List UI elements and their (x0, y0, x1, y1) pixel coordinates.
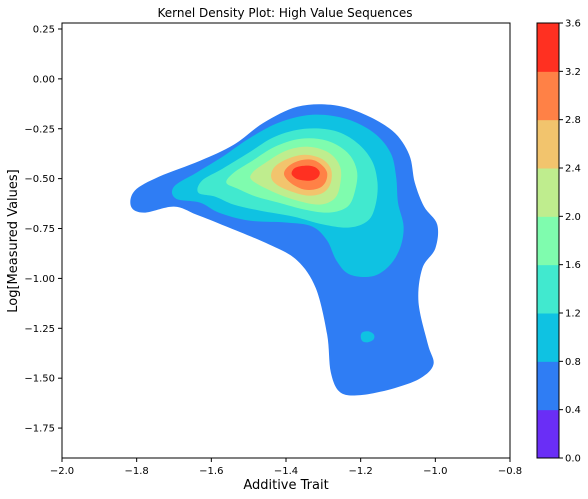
x-axis: −2.0 −1.8 −1.6 −1.4 −1.2 −1.0 −0.8 (50, 458, 522, 477)
colorbar-band (537, 119, 559, 169)
y-tick-label: −0.75 (24, 224, 55, 235)
colorbar: 0.0 0.4 0.8 1.2 1.6 2.0 2.4 2.8 3.2 3.6 (536, 19, 581, 465)
x-axis-label: Additive Trait (243, 478, 328, 493)
y-tick-label: −1.25 (24, 324, 55, 335)
density-region-7 (291, 165, 320, 181)
colorbar-band (537, 361, 559, 411)
x-tick-label: −1.2 (349, 466, 373, 477)
y-tick-label: −0.50 (24, 174, 55, 185)
colorbar-band (537, 168, 559, 217)
x-tick-label: −1.0 (423, 466, 447, 477)
x-tick-label: −1.4 (274, 466, 298, 477)
colorbar-band (537, 23, 559, 72)
colorbar-band (537, 264, 559, 314)
colorbar-tick-label: 3.6 (565, 19, 581, 30)
density-regions (130, 104, 439, 396)
x-tick-label: −1.8 (125, 466, 149, 477)
y-axis: 0.25 0.00 −0.25 −0.50 −0.75 −1.00 −1.25 −1.50 −1… (24, 24, 62, 435)
y-axis-label: Log[Measured Values] (6, 169, 21, 312)
x-tick-label: −1.6 (199, 466, 223, 477)
chart-title: Kernel Density Plot: High Value Sequence… (157, 6, 412, 20)
density-region-8 (360, 331, 375, 343)
x-tick-label: −0.8 (498, 466, 522, 477)
colorbar-tick-label: 2.8 (565, 115, 581, 126)
colorbar-tick-label: 1.2 (565, 309, 581, 320)
x-tick-label: −2.0 (50, 466, 74, 477)
y-tick-label: −1.75 (24, 424, 55, 435)
colorbar-tick-label: 0.8 (565, 357, 581, 368)
y-tick-label: −1.50 (24, 374, 55, 385)
colorbar-tick-label: 3.2 (565, 67, 581, 78)
colorbar-band (537, 409, 559, 459)
colorbar-frame (536, 22, 560, 459)
colorbar-tick-label: 0.4 (565, 405, 581, 416)
colorbar-tick-label: 1.6 (565, 260, 581, 271)
y-tick-label: 0.00 (33, 74, 55, 85)
y-tick-label: 0.25 (33, 24, 55, 35)
colorbar-tick-label: 2.0 (565, 212, 581, 223)
colorbar-tick-label: 0.0 (565, 454, 581, 465)
y-tick-label: −0.25 (24, 124, 55, 135)
colorbar-band (537, 313, 559, 362)
colorbar-band (537, 216, 559, 266)
y-tick-label: −1.00 (24, 274, 55, 285)
colorbar-band (537, 71, 559, 121)
colorbar-tick-label: 2.4 (565, 164, 581, 175)
